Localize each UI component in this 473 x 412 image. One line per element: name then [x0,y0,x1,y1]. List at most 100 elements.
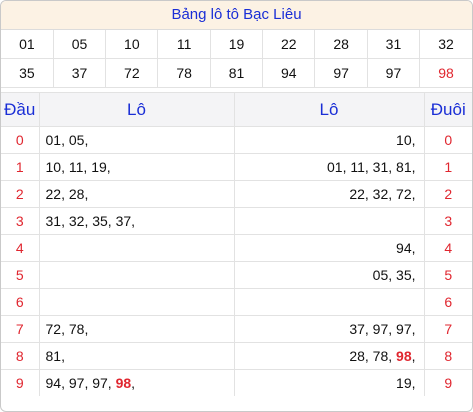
loto-number: 97 [92,375,108,391]
tail-digit: 2 [424,180,472,208]
number-cell: 81 [210,58,264,88]
number-cell: 28 [314,30,368,59]
number-cell: 97 [367,58,421,88]
right-loto-cell: 28, 78, 98, [234,342,425,370]
loto-number: 32 [68,213,85,229]
loto-number: 78 [68,321,85,337]
number-cell: 72 [105,58,159,88]
left-loto-cell: 10, 11, 19, [39,153,235,181]
left-loto-cell [39,234,235,262]
loto-number: 01 [326,159,343,175]
numbers-row: 01 05 10 11 19 22 28 31 32 [1,30,472,59]
loto-row: 0 01, 05, 10, 0 [1,126,472,154]
number-cell: 19 [210,30,264,59]
right-loto-cell: 22, 32, 72, [234,180,425,208]
loto-number: 22 [349,186,365,202]
loto-number: 97 [68,375,85,391]
number-cell: 37 [53,58,107,88]
number-cell: 05 [53,30,107,59]
number-cell: 98 [419,58,472,88]
loto-number: 10 [396,132,412,148]
loto-number: 32 [372,186,389,202]
loto-number: 05 [68,132,85,148]
tail-digit: 8 [424,342,472,370]
right-loto-cell [234,207,425,235]
numbers-row: 35 37 72 78 81 94 97 97 98 [1,58,472,88]
tail-digit: 5 [424,261,472,289]
loto-number: 35 [396,267,412,283]
left-loto-cell [39,288,235,316]
right-loto-cell: 10, [234,126,425,154]
loto-row: 3 31, 32, 35, 37, 3 [1,207,472,235]
head-digit: 5 [1,261,40,289]
head-digit: 7 [1,315,40,343]
loto-row: 8 81, 28, 78, 98, 8 [1,342,472,370]
section-gap [1,88,472,93]
loto-number: 78 [372,348,389,364]
loto-number: 94 [45,375,62,391]
numbers-grid: 01 05 10 11 19 22 28 31 32 35 37 72 78 81 94 97 97 98 [1,30,472,88]
loto-number: 10 [45,159,62,175]
head-digit: 1 [1,153,40,181]
number-cell: 10 [105,30,159,59]
loto-number: 98 [396,348,412,364]
loto-number: 72 [45,321,62,337]
head-digit: 8 [1,342,40,370]
loto-number: 11 [68,159,84,175]
number-cell: 97 [314,58,368,88]
loto-number: 81 [396,159,412,175]
number-cell: 94 [262,58,316,88]
head-digit: 6 [1,288,40,316]
left-loto-cell: 01, 05, [39,126,235,154]
loto-number: 98 [115,375,132,391]
board-title: Bảng lô tô Bạc Liêu [1,1,472,30]
loto-number: 37 [115,213,132,229]
head-digit: 4 [1,234,40,262]
right-loto-cell: 19, [234,369,425,396]
tail-digit: 3 [424,207,472,235]
header-duoi: Đuôi [424,93,472,127]
left-loto-cell: 81, [39,342,235,370]
loto-number: 81 [45,348,62,364]
loto-number: 22 [45,186,62,202]
loto-number: 28 [68,186,85,202]
right-loto-cell: 01, 11, 31, 81, [234,153,425,181]
loto-number: 35 [92,213,108,229]
head-digit: 2 [1,180,40,208]
head-digit: 9 [1,369,40,396]
tail-digit: 6 [424,288,472,316]
tail-digit: 4 [424,234,472,262]
tail-digit: 0 [424,126,472,154]
loto-number: 31 [45,213,62,229]
number-cell: 22 [262,30,316,59]
left-loto-cell: 31, 32, 35, 37, [39,207,235,235]
tail-digit: 1 [424,153,472,181]
loto-number: 37 [349,321,365,337]
number-cell: 11 [157,30,211,59]
loto-number: 97 [396,321,412,337]
loto-number: 97 [372,321,389,337]
right-loto-cell: 05, 35, [234,261,425,289]
loto-row: 4 94, 4 [1,234,472,262]
loto-number: 31 [372,159,389,175]
loto-row: 5 05, 35, 5 [1,261,472,289]
loto-row: 2 22, 28, 22, 32, 72, 2 [1,180,472,208]
tail-digit: 9 [444,375,453,391]
loto-row: 7 72, 78, 37, 97, 97, 7 [1,315,472,343]
header-dau: Đầu [1,93,40,127]
loto-number: 01 [45,132,62,148]
left-loto-cell: 72, 78, [39,315,235,343]
loto-number: 11 [350,159,365,175]
number-cell: 78 [157,58,211,88]
loto-number: 19 [396,375,412,391]
right-loto-cell [234,288,425,316]
loto-number: 05 [372,267,389,283]
loto-table: Đầu Lô Lô Đuôi 0 01, 05, 10, 0 1 10, 11, 19… [1,93,472,396]
loto-number: 28 [349,348,365,364]
head-digit: 0 [1,126,40,154]
left-loto-cell: 22, 28, [39,180,235,208]
number-cell: 35 [1,58,54,88]
number-cell: 31 [367,30,421,59]
